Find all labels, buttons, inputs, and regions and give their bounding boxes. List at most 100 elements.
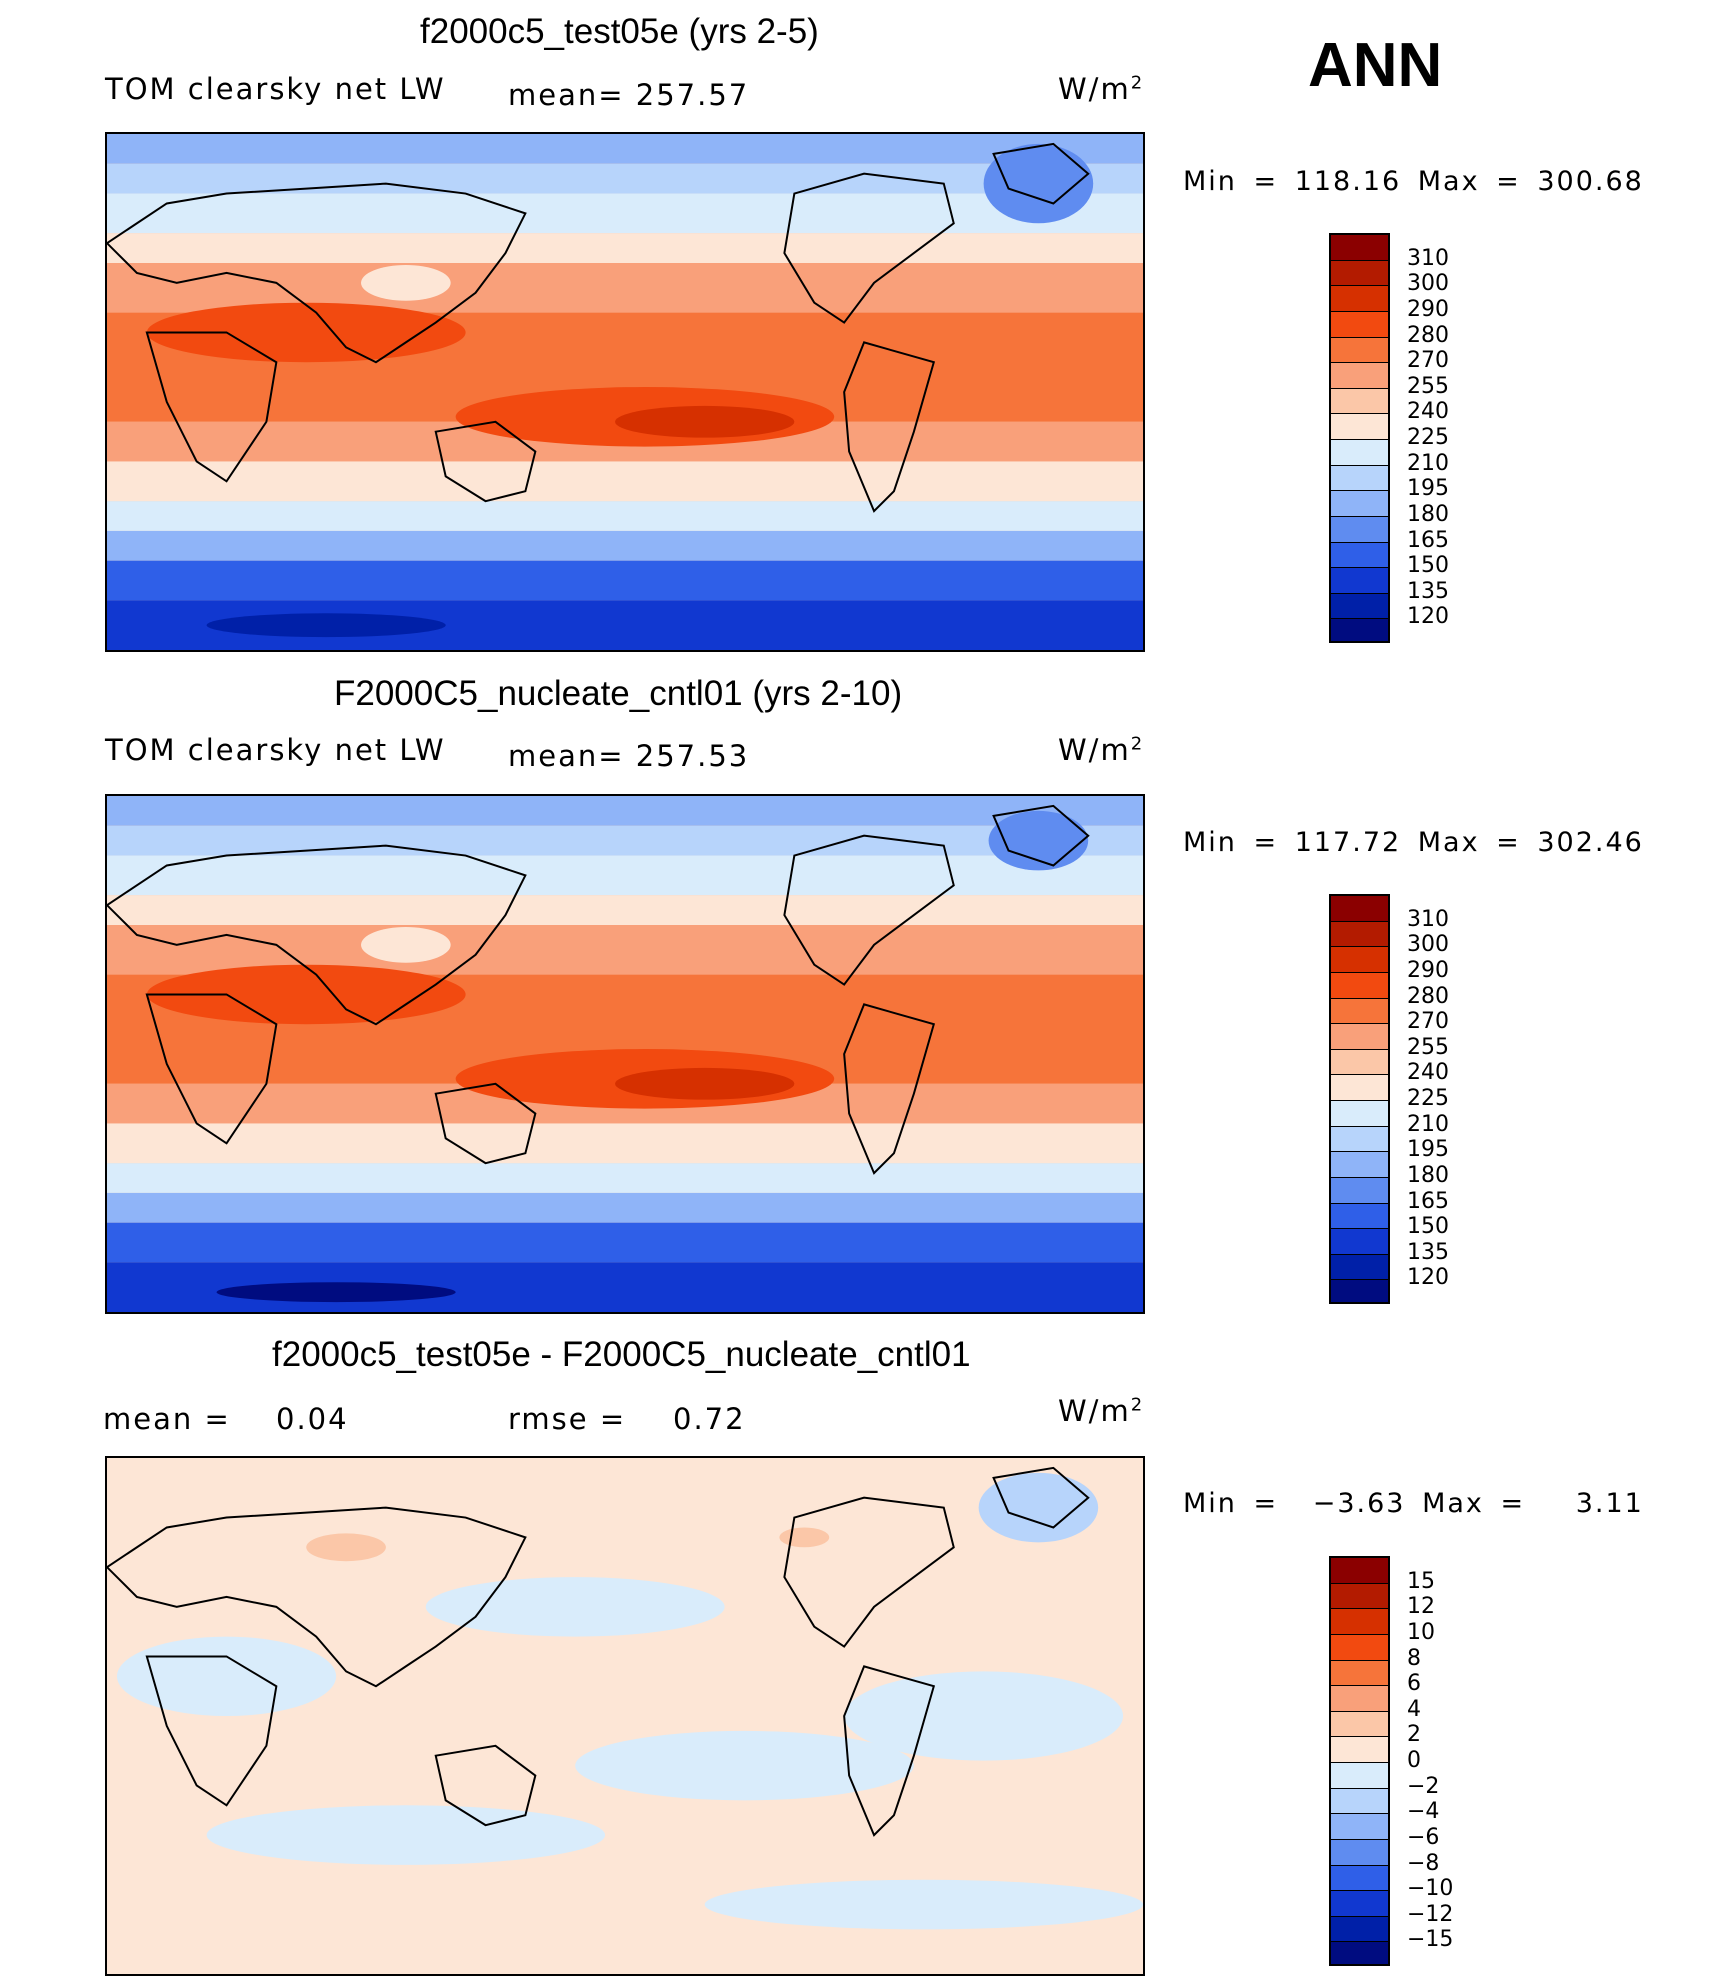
warm-pool-africa: [146, 964, 466, 1025]
band-south-cold: [107, 530, 1143, 561]
panel1-units-exponent: 2: [1130, 72, 1145, 94]
panel3-title: f2000c5_test05e - F2000C5_nucleate_cntl0…: [272, 1335, 971, 1374]
colorbar-swatch: [1331, 260, 1388, 287]
colorbar-swatch: [1331, 1558, 1388, 1584]
panel2-units-exponent: 2: [1130, 733, 1145, 755]
panel2-variable-label: TOM clearsky net LW: [105, 733, 446, 767]
colorbar-tick-label: 210: [1407, 1111, 1449, 1137]
panel3-rmse-value: 0.72: [673, 1402, 746, 1436]
colorbar-tick-label: 255: [1407, 373, 1449, 399]
colorbar-swatch: [1331, 491, 1388, 517]
diff-positive-spot: [306, 1533, 386, 1562]
colorbar-tick-label: −2: [1407, 1773, 1440, 1799]
colorbar-swatch: [1331, 542, 1388, 569]
colorbar-tick-label: 0: [1407, 1748, 1421, 1773]
panel2-minmax: Min = 117.72 Max = 302.46: [1183, 827, 1644, 858]
panel3-mean-value: 0.04: [276, 1402, 349, 1436]
panel2-coastlines: [107, 804, 1090, 1175]
panel1-map: [105, 132, 1145, 652]
diff-negative-region: [425, 1577, 725, 1637]
band-south-mild: [107, 461, 1143, 502]
diff-negative-region: [704, 1879, 1143, 1930]
panel3-rmse-label: rmse =: [508, 1402, 627, 1436]
colorbar-swatch: [1331, 1609, 1388, 1635]
colorbar-swatch: [1331, 947, 1388, 973]
band-arctic: [107, 134, 1143, 164]
colorbar-swatch: [1331, 972, 1388, 999]
band-arctic: [107, 796, 1143, 826]
panel3-colorbar: 15 12 10 8 6 4 2 0 −2 −4 −6 −8 −10 −12 −15: [1329, 1556, 1453, 1966]
colorbar-tick-label: 135: [1407, 578, 1449, 604]
colorbar-tick-label: 180: [1407, 1162, 1449, 1188]
colorbar-tick-label: 300: [1407, 932, 1449, 958]
colorbar-swatch: [1331, 1686, 1388, 1712]
panel3-max-value: 3.11: [1575, 1488, 1644, 1519]
colorbar-tick-label: 150: [1407, 1214, 1449, 1240]
colorbar-tick-label: 225: [1407, 425, 1449, 450]
colorbar-tick-label: 225: [1407, 1086, 1449, 1111]
diff-negative-region: [575, 1730, 914, 1801]
colorbar-tick-label: 210: [1407, 450, 1449, 476]
colorbar-swatch: [1331, 286, 1388, 312]
colorbar-swatch: [1331, 1152, 1388, 1178]
colorbar-swatch: [1331, 896, 1388, 922]
band-south-cool: [107, 1163, 1143, 1193]
tibet-cool-spot: [361, 264, 451, 301]
colorbar-swatch: [1331, 516, 1388, 543]
band-north-cool: [107, 193, 1143, 234]
colorbar-swatch: [1331, 593, 1388, 620]
colorbar-tick-label: 6: [1407, 1671, 1421, 1697]
colorbar-tick-label: 280: [1407, 322, 1449, 348]
colorbar-swatch: [1331, 1763, 1388, 1789]
colorbar-tick-label: 8: [1407, 1645, 1421, 1671]
warm-core-pacific: [615, 1067, 795, 1100]
panel1-minmax: Min = 118.16 Max = 300.68: [1183, 166, 1644, 197]
colorbar-tick-label: 240: [1407, 1060, 1449, 1086]
colorbar-tick-label: 120: [1407, 604, 1449, 630]
colorbar-tick-label: 120: [1407, 1265, 1449, 1291]
colorbar-swatch: [1331, 921, 1388, 948]
colorbar-tick-label: 310: [1407, 906, 1449, 932]
colorbar-swatch: [1331, 1839, 1388, 1866]
colorbar-swatch: [1331, 337, 1388, 364]
colorbar-swatch: [1331, 1711, 1388, 1738]
colorbar-swatch: [1331, 1660, 1388, 1687]
panel2-colorbar-box: [1329, 894, 1390, 1304]
colorbar-tick-label: 240: [1407, 399, 1449, 425]
colorbar-swatch: [1331, 1583, 1388, 1610]
band-south-cool: [107, 501, 1143, 531]
colorbar-swatch: [1331, 1229, 1388, 1255]
panel1-coastlines: [107, 142, 1090, 513]
panel3-map: [105, 1456, 1145, 1976]
panel2-units: W/m2: [1058, 733, 1144, 767]
colorbar-tick-label: 270: [1407, 348, 1449, 374]
colorbar-tick-label: 280: [1407, 983, 1449, 1009]
panel2-colorbar: 310 300 290 280 270 255 240 225 210 195 180 165 150 1…: [1329, 894, 1449, 1304]
colorbar-tick-label: −4: [1407, 1799, 1440, 1825]
diff-negative-region: [844, 1671, 1124, 1761]
colorbar-tick-label: −6: [1407, 1824, 1440, 1850]
colorbar-tick-label: −15: [1407, 1927, 1454, 1953]
colorbar-tick-label: 165: [1407, 1188, 1449, 1214]
panel2-map-svg: [107, 796, 1143, 1312]
colorbar-tick-label: 270: [1407, 1009, 1449, 1035]
colorbar-swatch: [1331, 1024, 1388, 1050]
colorbar-swatch: [1331, 1788, 1388, 1815]
colorbar-swatch: [1331, 440, 1388, 466]
colorbar-tick-label: 290: [1407, 957, 1449, 983]
colorbar-swatch: [1331, 1634, 1388, 1661]
band-north-mild: [107, 895, 1143, 925]
panel2-units-text: W/m: [1058, 733, 1131, 767]
antarctic-core: [206, 613, 446, 638]
colorbar-swatch: [1331, 1075, 1388, 1101]
tibet-cool-spot: [361, 926, 451, 963]
warm-pool-africa: [146, 302, 466, 363]
panel3-min-label: Min =: [1183, 1488, 1279, 1519]
panel1-mean-label: mean= 257.57: [508, 78, 750, 112]
panel1-colorbar-box: [1329, 233, 1390, 643]
colorbar-tick-label: 15: [1407, 1568, 1435, 1594]
band-south-cold: [107, 1192, 1143, 1223]
colorbar-tick-label: 150: [1407, 553, 1449, 579]
panel2-map: [105, 794, 1145, 1314]
colorbar-swatch: [1331, 1814, 1388, 1840]
